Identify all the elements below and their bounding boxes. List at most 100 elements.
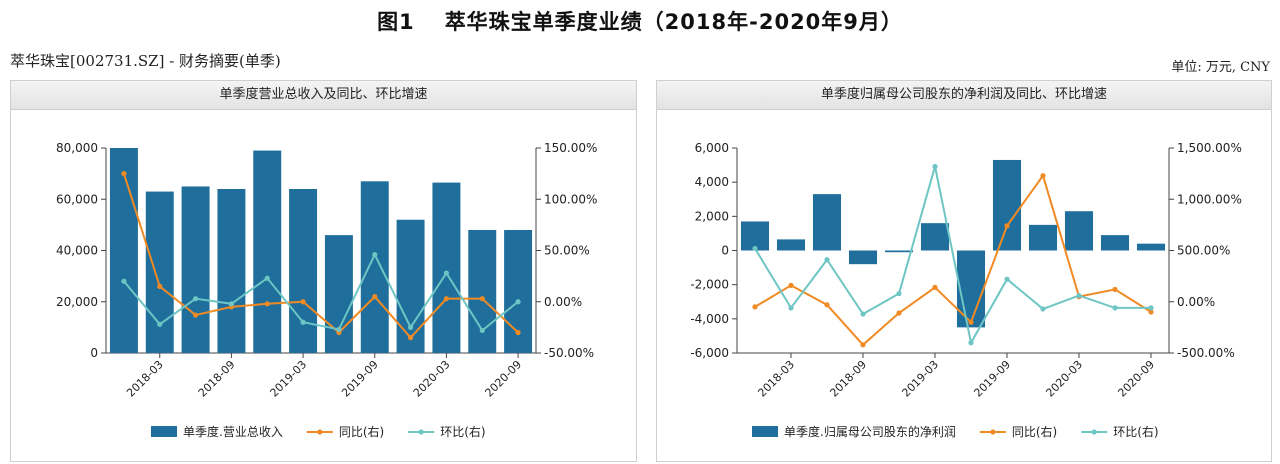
profit-legend-label: 同比(右) xyxy=(1012,424,1057,439)
profit-yoy-line xyxy=(754,173,1152,347)
profit-qoq-point xyxy=(932,163,938,170)
profit-bar xyxy=(1100,235,1130,251)
revenue-qoq-point xyxy=(300,319,306,325)
revenue-qoq-point xyxy=(515,299,521,305)
revenue-x-tick-label: 2020-03 xyxy=(411,358,453,400)
profit-yoy-point xyxy=(824,302,830,308)
profit-yoy-point xyxy=(968,319,974,325)
profit-qoq-point xyxy=(1040,306,1046,312)
revenue-x-tick-label: 2019-03 xyxy=(268,358,310,400)
profit-yoy-point xyxy=(1148,309,1154,315)
revenue-yoy-point xyxy=(121,171,127,177)
figure-title-text: 萃华珠宝单季度业绩（2018年-2020年9月） xyxy=(444,10,903,34)
profit-bar xyxy=(848,250,878,265)
profit-bar xyxy=(812,194,842,251)
revenue-qoq-point xyxy=(443,270,450,276)
profit-left-tick-label: -2,000 xyxy=(690,278,729,292)
profit-left-tick-label: 6,000 xyxy=(695,141,729,155)
revenue-yoy-point xyxy=(515,329,521,336)
profit-x-tick-label: 2020-03 xyxy=(1043,358,1085,400)
revenue-left-tick-label: 40,000 xyxy=(56,244,98,258)
revenue-left-tick-label: 80,000 xyxy=(56,141,98,155)
revenue-qoq-point xyxy=(372,252,378,258)
revenue-qoq-point xyxy=(228,301,235,307)
revenue-chart: 80,000 60,000 40,000 20,000 0 150.00% 100.00% 5… xyxy=(56,141,597,439)
revenue-legend-bar-swatch xyxy=(151,426,177,437)
revenue-right-tick-label: 50.00% xyxy=(544,244,590,258)
revenue-chart-title: 单季度营业总收入及同比、环比增速 xyxy=(11,81,636,110)
revenue-left-tick-label: 60,000 xyxy=(56,192,98,206)
profit-left-tick-label: 4,000 xyxy=(695,175,729,189)
profit-bar xyxy=(1028,224,1058,251)
profit-right-tick-label: 1,500.00% xyxy=(1177,141,1242,155)
profit-qoq-point xyxy=(1004,276,1010,282)
revenue-right-tick-label: 150.00% xyxy=(544,141,597,155)
profit-chart-panel: 单季度归属母公司股东的净利润及同比、环比增速 6,000 4,000 2,000 0 -… xyxy=(656,80,1272,462)
revenue-qoq-point xyxy=(336,326,342,333)
profit-chart: 6,000 4,000 2,000 0 -2,000 -4,000 -6,000 1,500.… xyxy=(690,141,1242,439)
profit-legend-label: 环比(右) xyxy=(1113,424,1158,439)
profit-yoy-point xyxy=(752,304,758,310)
profit-qoq-point xyxy=(1112,305,1118,311)
revenue-qoq-point xyxy=(264,275,270,281)
revenue-qoq-point xyxy=(407,324,414,330)
revenue-legend-label: 同比(右) xyxy=(339,424,384,439)
revenue-x-tick-label: 2018-03 xyxy=(124,358,166,400)
profit-bar xyxy=(1136,243,1166,251)
profit-x-tick-label: 2020-09 xyxy=(1115,358,1157,400)
revenue-right-tick-label: -50.00% xyxy=(544,346,594,360)
revenue-yoy-point xyxy=(372,294,378,300)
revenue-bar xyxy=(324,235,353,353)
profit-left-tick-label: 0 xyxy=(721,244,729,258)
profit-right-tick-label: 1,000.00% xyxy=(1177,192,1242,206)
profit-bar xyxy=(920,223,950,251)
profit-x-tick-label: 2018-03 xyxy=(755,358,797,400)
profit-x-tick-label: 2019-03 xyxy=(899,358,941,400)
profit-qoq-point xyxy=(896,290,902,297)
revenue-bar xyxy=(217,189,246,353)
profit-bar xyxy=(740,221,770,251)
unit-label: 单位: 万元, CNY xyxy=(1171,60,1270,75)
profit-legend-line-marker xyxy=(990,429,996,435)
revenue-x-tick-label: 2019-09 xyxy=(339,358,381,400)
profit-bar xyxy=(1064,211,1094,251)
revenue-bar xyxy=(181,186,210,353)
profit-qoq-line xyxy=(754,166,1151,346)
revenue-bar xyxy=(289,189,318,353)
profit-qoq-point xyxy=(860,311,866,317)
profit-x-tick-label: 2018-09 xyxy=(827,358,869,400)
revenue-right-tick-label: 100.00% xyxy=(544,192,597,206)
revenue-legend-line-marker xyxy=(317,429,323,435)
revenue-yoy-point xyxy=(479,296,485,302)
revenue-yoy-point xyxy=(157,283,163,289)
revenue-bar xyxy=(396,219,425,353)
profit-right-tick-label: 0.00% xyxy=(1177,295,1215,309)
revenue-qoq-line xyxy=(123,252,519,332)
revenue-x-tick-label: 2018-09 xyxy=(196,358,238,400)
profit-qoq-point xyxy=(788,305,794,311)
profit-qoq-point xyxy=(1148,305,1154,311)
revenue-qoq-point xyxy=(157,321,163,327)
profit-chart-title: 单季度归属母公司股东的净利润及同比、环比增速 xyxy=(657,81,1271,110)
revenue-yoy-point xyxy=(300,299,306,305)
revenue-yoy-point xyxy=(264,301,270,307)
profit-left-tick-label: 2,000 xyxy=(695,209,729,223)
revenue-legend-label: 环比(右) xyxy=(440,424,485,439)
revenue-bar xyxy=(360,181,389,353)
profit-yoy-point xyxy=(1004,223,1010,229)
revenue-yoy-line xyxy=(122,173,519,340)
revenue-left-tick-label: 0 xyxy=(90,346,98,360)
revenue-chart-panel: 单季度营业总收入及同比、环比增速 80,000 60,000 40,000 20,00… xyxy=(10,80,637,462)
revenue-bar xyxy=(432,182,461,353)
profit-yoy-point xyxy=(860,342,866,348)
profit-legend-line-marker xyxy=(1091,429,1097,435)
profit-right-tick-label: -500.00% xyxy=(1177,346,1235,360)
figure-title: 图1 萃华珠宝单季度业绩（2018年-2020年9月） xyxy=(0,6,1280,36)
revenue-legend-line-marker xyxy=(418,429,424,435)
profit-yoy-point xyxy=(932,284,938,290)
revenue-legend-label: 单季度.营业总收入 xyxy=(183,424,283,439)
profit-bar xyxy=(992,159,1022,251)
revenue-yoy-point xyxy=(192,312,199,318)
profit-qoq-point xyxy=(968,340,974,346)
revenue-yoy-point xyxy=(407,335,414,341)
